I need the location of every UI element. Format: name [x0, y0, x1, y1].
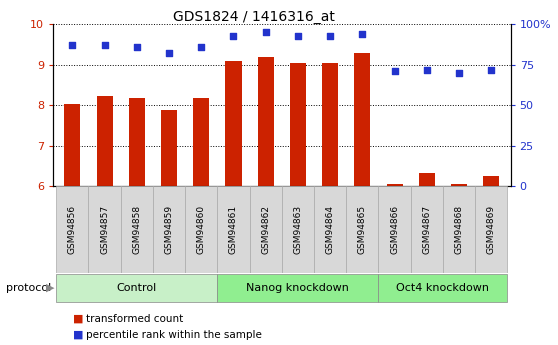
Text: Oct4 knockdown: Oct4 knockdown — [396, 283, 489, 293]
Text: GSM94856: GSM94856 — [68, 205, 77, 254]
Bar — [193, 98, 209, 186]
Point — [165, 51, 174, 56]
Text: GSM94857: GSM94857 — [100, 205, 109, 254]
Bar — [64, 105, 80, 186]
Text: Control: Control — [117, 283, 157, 293]
Text: GSM94865: GSM94865 — [358, 205, 367, 254]
Point — [294, 33, 302, 38]
Bar — [483, 176, 499, 186]
Bar — [418, 172, 435, 186]
Bar — [411, 186, 443, 273]
Bar — [378, 186, 411, 273]
Text: GSM94868: GSM94868 — [455, 205, 464, 254]
Text: ■: ■ — [73, 314, 83, 324]
Text: GSM94864: GSM94864 — [326, 205, 335, 254]
Bar — [218, 186, 249, 273]
Text: Nanog knockdown: Nanog knockdown — [247, 283, 349, 293]
Text: GSM94858: GSM94858 — [132, 205, 141, 254]
Text: transformed count: transformed count — [86, 314, 184, 324]
Bar — [249, 186, 282, 273]
Bar — [443, 186, 475, 273]
Bar — [387, 184, 403, 186]
Bar — [185, 186, 218, 273]
Text: GDS1824 / 1416316_at: GDS1824 / 1416316_at — [174, 10, 335, 24]
Text: GSM94860: GSM94860 — [197, 205, 206, 254]
Point — [68, 42, 77, 48]
Text: ▶: ▶ — [46, 283, 54, 293]
Bar — [451, 184, 467, 186]
Bar — [97, 96, 113, 186]
Point — [422, 67, 431, 72]
Bar — [290, 63, 306, 186]
Point — [197, 44, 206, 50]
Text: GSM94859: GSM94859 — [165, 205, 174, 254]
Text: protocol: protocol — [6, 283, 51, 293]
Text: GSM94862: GSM94862 — [261, 205, 270, 254]
Bar — [282, 186, 314, 273]
Bar — [218, 274, 378, 302]
Bar — [378, 274, 507, 302]
Point — [487, 67, 496, 72]
Text: GSM94866: GSM94866 — [390, 205, 399, 254]
Text: GSM94861: GSM94861 — [229, 205, 238, 254]
Point — [455, 70, 464, 76]
Point — [261, 30, 270, 35]
Point — [390, 68, 399, 74]
Bar — [153, 186, 185, 273]
Text: GSM94869: GSM94869 — [487, 205, 496, 254]
Bar — [322, 63, 338, 186]
Bar — [258, 57, 274, 186]
Bar — [121, 186, 153, 273]
Bar — [354, 52, 371, 186]
Bar — [161, 110, 177, 186]
Bar — [56, 186, 89, 273]
Point — [100, 42, 109, 48]
Bar — [346, 186, 378, 273]
Text: ■: ■ — [73, 330, 83, 339]
Bar — [475, 186, 507, 273]
Bar — [89, 186, 121, 273]
Text: percentile rank within the sample: percentile rank within the sample — [86, 330, 262, 339]
Bar — [225, 61, 242, 186]
Point — [132, 44, 141, 50]
Point — [229, 33, 238, 38]
Bar — [314, 186, 346, 273]
Text: GSM94867: GSM94867 — [422, 205, 431, 254]
Bar — [56, 274, 218, 302]
Bar — [129, 98, 145, 186]
Point — [358, 31, 367, 37]
Point — [326, 33, 335, 38]
Text: GSM94863: GSM94863 — [294, 205, 302, 254]
